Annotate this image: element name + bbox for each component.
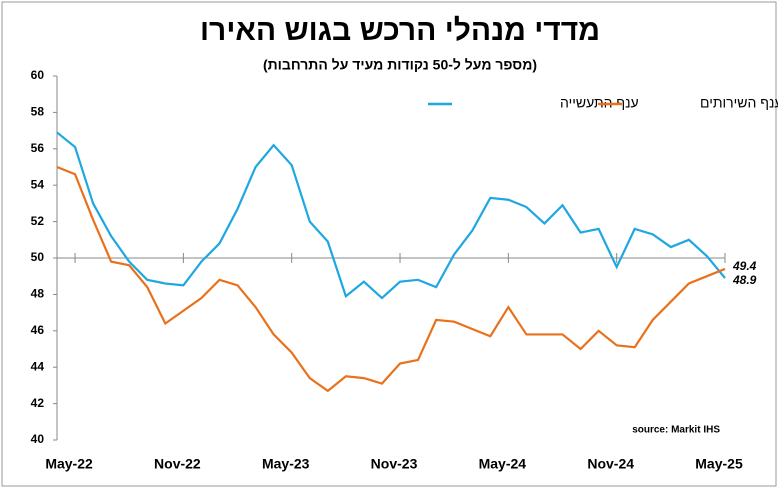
y-tick-label: 46 bbox=[31, 323, 45, 337]
chart-title: מדדי מנהלי הרכש בגוש האירו bbox=[200, 14, 600, 47]
y-tick-label: 50 bbox=[31, 250, 45, 264]
y-tick-label: 44 bbox=[31, 359, 45, 373]
y-tick-label: 48 bbox=[31, 287, 45, 301]
source: source: Markit IHS bbox=[632, 425, 720, 436]
y-tick-label: 58 bbox=[31, 105, 45, 119]
x-tick-label: Nov-23 bbox=[371, 456, 418, 472]
x-tick-label: May-25 bbox=[695, 456, 743, 472]
y-tick-label: 56 bbox=[31, 141, 45, 155]
x-tick-label: May-22 bbox=[45, 456, 93, 472]
y-tick-label: 40 bbox=[31, 432, 45, 446]
y-tick-label: 52 bbox=[31, 214, 45, 228]
x-tick-label: Nov-24 bbox=[587, 456, 634, 472]
end-value-label: 48.9 bbox=[732, 273, 757, 287]
x-tick-label: Nov-22 bbox=[154, 456, 201, 472]
y-tick-label: 54 bbox=[31, 177, 45, 191]
series-line bbox=[56, 131, 726, 300]
chart-subtitle: (מספר מעל ל-50 נקודות מעיד על התרחבות) bbox=[263, 57, 537, 73]
y-tick-label: 42 bbox=[31, 396, 45, 410]
x-tick-label: May-24 bbox=[479, 456, 527, 472]
end-value-label: 49.4 bbox=[732, 259, 757, 273]
frame bbox=[1, 1, 777, 487]
series-line bbox=[56, 165, 726, 393]
x-tick-label: May-23 bbox=[262, 456, 310, 472]
legend-label: ענף השירותים bbox=[700, 95, 778, 111]
legend-label: ענף התעשייה bbox=[560, 95, 639, 111]
y-tick-label: 60 bbox=[31, 68, 45, 82]
